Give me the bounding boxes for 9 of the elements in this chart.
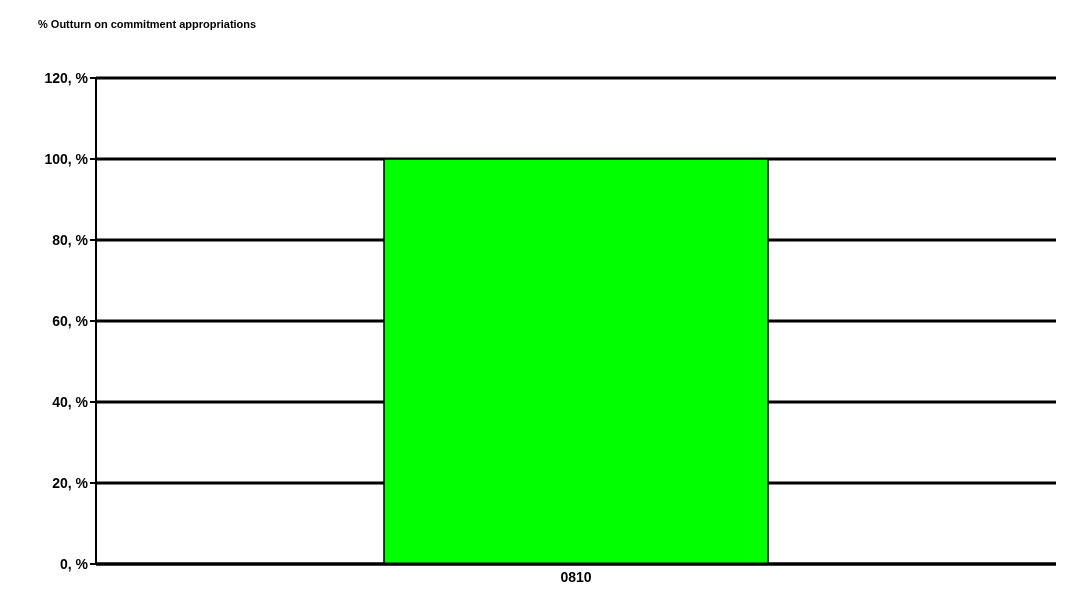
y-tick-label: 40, % [52,393,89,410]
y-tick-label: 100, % [44,150,89,167]
y-tick-label: 120, % [44,69,89,86]
y-tick-label: 0, % [59,555,89,572]
chart-title: % Outturn on commitment appropriations [37,17,258,32]
y-tick-label: 80, % [52,231,89,248]
x-tick-label: 0810 [560,568,592,585]
y-tick-label: 60, % [52,312,89,329]
y-tick-label: 20, % [52,474,89,491]
